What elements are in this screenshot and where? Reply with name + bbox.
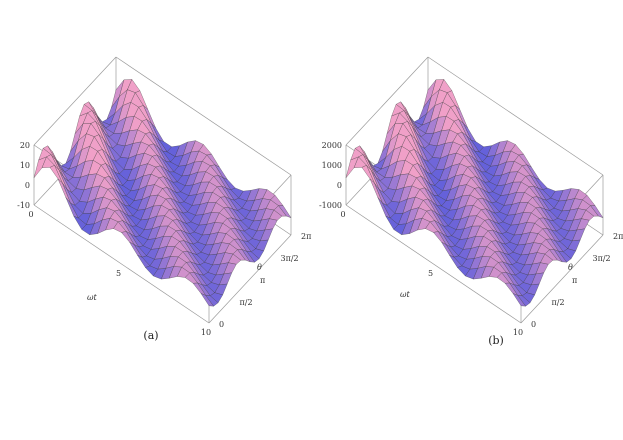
x-tick-label: 10 — [201, 328, 211, 337]
y-tick-label: π/2 — [552, 298, 565, 307]
z-tick-label: 0 — [25, 181, 30, 190]
y-tick-label: 0 — [531, 320, 536, 329]
panel-caption: (b) — [488, 334, 504, 347]
x-axis-label: ωt — [400, 290, 411, 299]
y-axis-label: θ — [568, 263, 573, 272]
y-tick-label: π — [572, 276, 577, 285]
x-tick-label: 0 — [340, 210, 345, 219]
z-tick-label: 1000 — [322, 161, 342, 170]
z-tick-label: -10 — [17, 201, 30, 210]
y-tick-label: π — [260, 276, 265, 285]
y-tick-label: 3π/2 — [281, 254, 299, 263]
y-axis-label: θ — [257, 263, 262, 272]
y-tick-label: 3π/2 — [593, 254, 611, 263]
x-tick-label: 10 — [513, 328, 523, 337]
y-tick-label: 2π — [613, 232, 623, 241]
y-tick-label: 0 — [219, 320, 224, 329]
z-tick-label: 2000 — [322, 141, 342, 150]
z-tick-label: 0 — [337, 181, 342, 190]
z-tick-label: 10 — [20, 161, 30, 170]
x-tick-label: 0 — [28, 210, 33, 219]
x-tick-label: 5 — [116, 269, 121, 278]
panel-caption: (a) — [143, 329, 158, 342]
y-tick-label: 2π — [301, 232, 311, 241]
surface-mesh — [345, 79, 604, 307]
z-tick-label: 20 — [20, 141, 30, 150]
surface-mesh — [33, 79, 292, 307]
x-axis-label: ωt — [87, 293, 98, 302]
z-tick-label: -1000 — [319, 201, 342, 210]
y-tick-label: π/2 — [240, 298, 253, 307]
x-tick-label: 5 — [428, 269, 433, 278]
